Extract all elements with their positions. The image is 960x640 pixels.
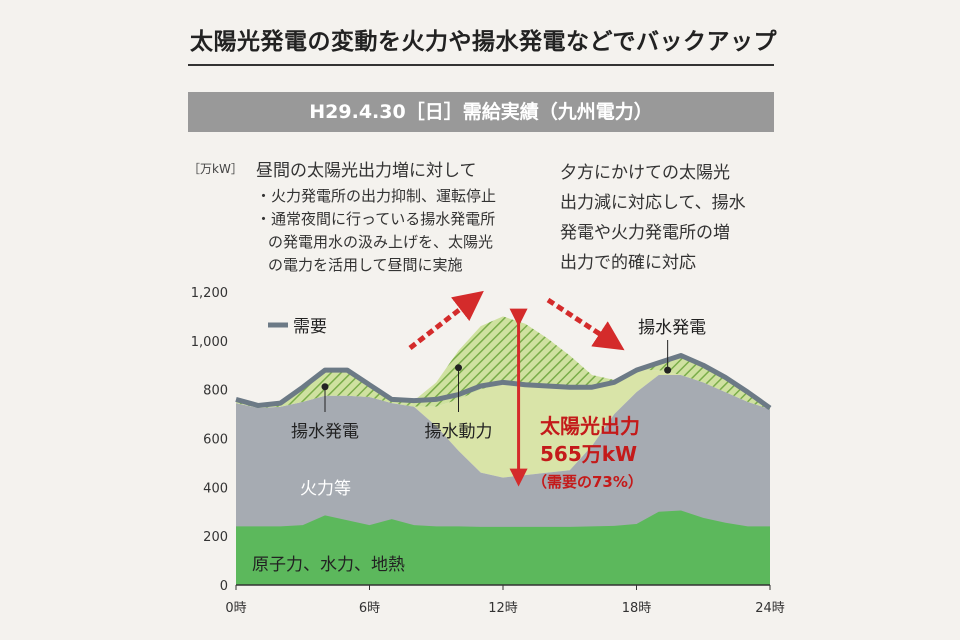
y-tick-label: 600 — [203, 433, 228, 448]
trend-up-arrow — [408, 290, 484, 350]
y-axis-unit: ［万kW］ — [188, 162, 243, 176]
pumped-power-label: 揚水動力 — [425, 422, 493, 442]
date-banner: H29.4.30［日］需給実績（九州電力） — [188, 92, 774, 132]
annotation-left-bullet2b: の発電用水の汲み上げを、太陽光 — [268, 233, 494, 251]
pumped-gen-right-label: 揚水発電 — [638, 318, 706, 338]
y-tick-label: 800 — [203, 384, 228, 399]
legend-demand-label: 需要 — [293, 317, 327, 337]
x-tick-label: 6時 — [359, 601, 380, 616]
annotation-left-heading: 昼間の太陽光出力増に対して — [256, 161, 477, 181]
solar-value-label: 565万kW — [540, 442, 637, 466]
annotation-right: 夕方にかけての太陽光 出力減に対応して、揚水 発電や火力発電所の増 出力で的確に… — [560, 163, 746, 273]
annotation-left-bullet2c: の電力を活用して昼間に実施 — [268, 256, 463, 274]
x-tick-label: 12時 — [488, 601, 518, 616]
y-tick-label: 400 — [203, 481, 228, 496]
x-tick-label: 0時 — [225, 601, 246, 616]
thermal-label: 火力等 — [300, 479, 351, 499]
title-rule — [188, 64, 774, 66]
x-tick-label: 18時 — [622, 601, 652, 616]
x-tick-label: 24時 — [755, 601, 785, 616]
solar-title-label: 太陽光出力 — [540, 414, 640, 438]
y-tick-label: 0 — [220, 579, 228, 594]
solar-area — [236, 316, 770, 410]
pumped-power-area — [236, 370, 770, 478]
y-tick-label: 1,200 — [191, 286, 228, 301]
chart-title: 太陽光発電の変動を火力や揚水発電などでバックアップ — [190, 29, 778, 55]
demand-line — [235, 352, 772, 411]
y-tick-label: 1,000 — [191, 335, 228, 350]
annotation-left: 昼間の太陽光出力増に対して ・火力発電所の出力抑制、運転停止 ・通常夜間に行って… — [256, 158, 496, 277]
y-tick-label: 200 — [203, 530, 228, 545]
pumped-gen-left-label: 揚水発電 — [291, 422, 359, 442]
base-area — [236, 510, 770, 585]
solar-pct-label: （需要の73%） — [532, 473, 643, 491]
annotation-left-bullet2a: ・通常夜間に行っている揚水発電所 — [256, 210, 496, 228]
annotation-left-bullet1: ・火力発電所の出力抑制、運転停止 — [256, 187, 497, 205]
trend-down-arrow — [546, 297, 625, 351]
base-label: 原子力、水力、地熱 — [252, 555, 405, 575]
